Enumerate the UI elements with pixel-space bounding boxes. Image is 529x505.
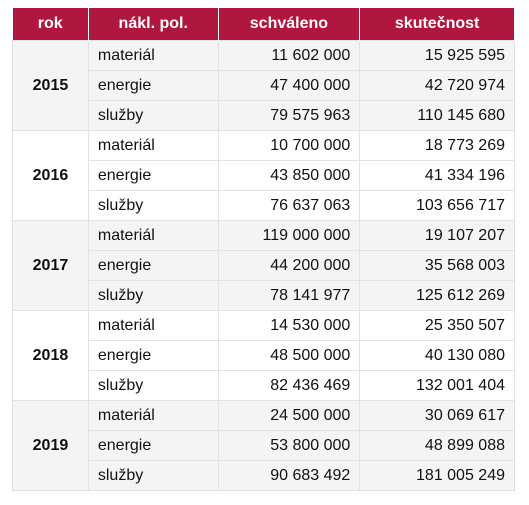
amount-cell: 43 850 000: [217, 160, 361, 191]
amount-cell: 48 899 088: [359, 430, 515, 461]
amount-cell: 119 000 000: [217, 220, 361, 251]
column-header: rok: [12, 8, 89, 41]
header-row: rok nákl. pol. schváleno skutečnost: [12, 8, 515, 41]
item-cell: materiál: [87, 40, 219, 71]
amount-cell: 35 568 003: [359, 250, 515, 281]
amount-cell: 41 334 196: [359, 160, 515, 191]
item-cell: materiál: [87, 400, 219, 431]
table-row: energie 53 800 000 48 899 088: [13, 430, 515, 461]
item-cell: služby: [87, 190, 219, 221]
amount-cell: 82 436 469: [217, 370, 361, 401]
amount-cell: 42 720 974: [359, 70, 515, 101]
table-row: služby 79 575 963 110 145 680: [13, 100, 515, 131]
table-row: 2015 materiál 11 602 000 15 925 595: [12, 40, 515, 131]
column-header: skutečnost: [359, 8, 515, 41]
table-row: energie 43 850 000 41 334 196: [13, 160, 515, 191]
table-row: 2016 materiál 10 700 000 18 773 269: [12, 130, 515, 221]
table-row: energie 47 400 000 42 720 974: [13, 70, 515, 101]
item-cell: materiál: [87, 220, 219, 251]
year-cell: 2017: [12, 220, 89, 311]
table-row: 2017 materiál 119 000 000 19 107 207: [12, 220, 515, 311]
item-cell: služby: [87, 280, 219, 311]
column-header: nákl. pol.: [88, 8, 219, 41]
amount-cell: 44 200 000: [217, 250, 361, 281]
year-cell: 2018: [12, 310, 89, 401]
item-cell: materiál: [87, 130, 219, 161]
amount-cell: 40 130 080: [359, 340, 515, 371]
item-cell: energie: [87, 250, 219, 281]
amount-cell: 18 773 269: [359, 130, 515, 161]
year-cell: 2019: [12, 400, 89, 491]
item-cell: služby: [87, 100, 219, 131]
table-row: služby 90 683 492 181 005 249: [13, 460, 515, 491]
amount-cell: 30 069 617: [359, 400, 515, 431]
amount-cell: 79 575 963: [217, 100, 361, 131]
item-cell: služby: [87, 370, 219, 401]
cost-table: rok nákl. pol. schváleno skutečnost 2015 mat…: [12, 8, 515, 491]
table-row: energie 48 500 000 40 130 080: [13, 340, 515, 371]
amount-cell: 14 530 000: [217, 310, 361, 341]
table-row: energie 44 200 000 35 568 003: [13, 250, 515, 281]
amount-cell: 181 005 249: [359, 460, 515, 491]
item-cell: energie: [87, 340, 219, 371]
amount-cell: 47 400 000: [217, 70, 361, 101]
amount-cell: 53 800 000: [217, 430, 361, 461]
amount-cell: 90 683 492: [217, 460, 361, 491]
amount-cell: 11 602 000: [217, 40, 361, 71]
item-cell: materiál: [87, 310, 219, 341]
table-row: služby 76 637 063 103 656 717: [13, 190, 515, 221]
table-row: 2019 materiál 24 500 000 30 069 617: [12, 400, 515, 491]
year-cell: 2015: [12, 40, 89, 131]
amount-cell: 125 612 269: [359, 280, 515, 311]
table-row: služby 78 141 977 125 612 269: [13, 280, 515, 311]
table-body: 2015 materiál 11 602 000 15 925 595 energie 4…: [12, 40, 515, 491]
amount-cell: 110 145 680: [359, 100, 515, 131]
amount-cell: 25 350 507: [359, 310, 515, 341]
item-cell: energie: [87, 430, 219, 461]
column-header: schváleno: [218, 8, 361, 41]
amount-cell: 103 656 717: [359, 190, 515, 221]
amount-cell: 76 637 063: [217, 190, 361, 221]
amount-cell: 24 500 000: [217, 400, 361, 431]
amount-cell: 10 700 000: [217, 130, 361, 161]
item-cell: služby: [87, 460, 219, 491]
amount-cell: 15 925 595: [359, 40, 515, 71]
amount-cell: 78 141 977: [217, 280, 361, 311]
year-cell: 2016: [12, 130, 89, 221]
item-cell: energie: [87, 160, 219, 191]
amount-cell: 48 500 000: [217, 340, 361, 371]
item-cell: energie: [87, 70, 219, 101]
table-row: 2018 materiál 14 530 000 25 350 507: [12, 310, 515, 401]
table-row: služby 82 436 469 132 001 404: [13, 370, 515, 401]
amount-cell: 19 107 207: [359, 220, 515, 251]
amount-cell: 132 001 404: [359, 370, 515, 401]
